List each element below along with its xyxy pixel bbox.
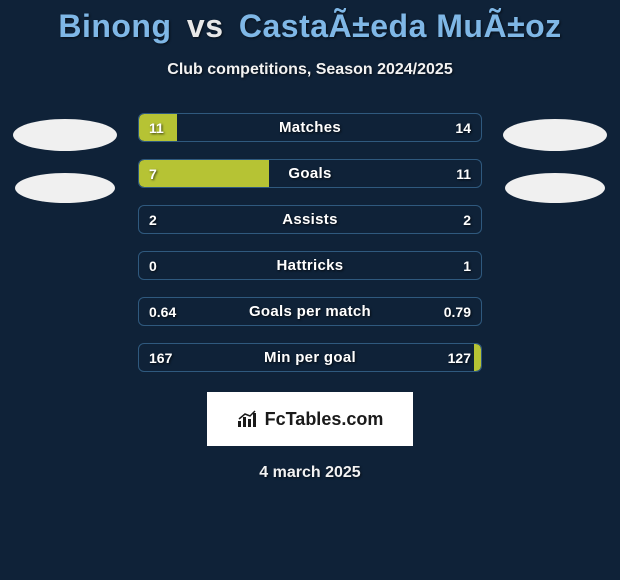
stat-bar: 7Goals11 — [138, 159, 482, 188]
comparison-title: Binong vs CastaÃ±eda MuÃ±oz — [0, 8, 620, 45]
snapshot-date: 4 march 2025 — [0, 464, 620, 482]
player1-name: Binong — [58, 8, 171, 44]
brand-text: FcTables.com — [265, 409, 384, 430]
stat-label: Goals — [139, 160, 481, 187]
stat-label: Goals per match — [139, 298, 481, 325]
stat-label: Matches — [139, 114, 481, 141]
vs-separator: vs — [187, 8, 224, 44]
stat-bar: 167Min per goal127 — [138, 343, 482, 372]
stat-bar: 11Matches14 — [138, 113, 482, 142]
season-subtitle: Club competitions, Season 2024/2025 — [0, 61, 620, 79]
player2-club-placeholder — [505, 173, 605, 203]
stat-value-right: 127 — [448, 344, 471, 371]
stat-bar: 2Assists2 — [138, 205, 482, 234]
player1-club-placeholder — [15, 173, 115, 203]
stat-label: Min per goal — [139, 344, 481, 371]
player2-name: CastaÃ±eda MuÃ±oz — [239, 8, 562, 44]
stat-bar: 0.64Goals per match0.79 — [138, 297, 482, 326]
player2-avatar-column — [500, 113, 610, 203]
stat-value-right: 2 — [463, 206, 471, 233]
stat-label: Assists — [139, 206, 481, 233]
comparison-bars: 11Matches147Goals112Assists20Hattricks10… — [138, 113, 482, 372]
stat-value-right: 1 — [463, 252, 471, 279]
stat-value-right: 11 — [456, 160, 471, 187]
player1-avatar-placeholder — [13, 119, 117, 151]
stat-label: Hattricks — [139, 252, 481, 279]
chart-icon — [237, 410, 259, 428]
stat-value-right: 14 — [455, 114, 471, 141]
player1-avatar-column — [10, 113, 120, 203]
stat-value-right: 0.79 — [444, 298, 471, 325]
stat-bar: 0Hattricks1 — [138, 251, 482, 280]
player2-avatar-placeholder — [503, 119, 607, 151]
brand-badge: FcTables.com — [207, 392, 413, 446]
